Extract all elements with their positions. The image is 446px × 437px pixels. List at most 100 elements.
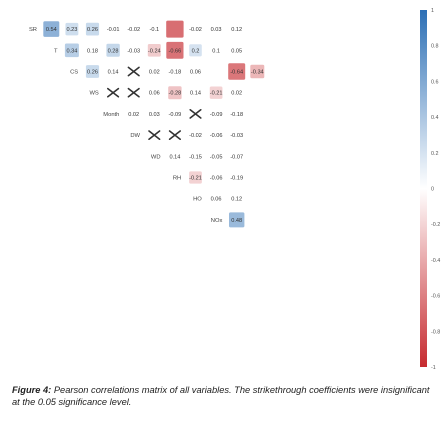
cell-value-label: -0.07 (230, 154, 243, 160)
matrix-cell (127, 66, 140, 77)
cell-value-label: -0.15 (189, 154, 202, 160)
matrix-cell: 0.02 (231, 91, 242, 97)
matrix-cell: 0.26 (85, 22, 100, 36)
matrix-cell: 0.14 (108, 70, 119, 76)
matrix-cell (168, 130, 181, 140)
matrix-cell: -0.09 (169, 112, 182, 118)
matrix-cell: -0.05 (210, 154, 223, 160)
cell-value-label: 0.02 (231, 91, 242, 97)
colorbar-tick-label: -0.4 (431, 258, 440, 264)
cell-value-label: -0.66 (169, 48, 182, 54)
colorbar (420, 10, 427, 367)
figure-caption: Figure 4: Pearson correlations matrix of… (12, 384, 436, 408)
matrix-cell: 0.34 (64, 43, 79, 58)
cell-value-label: -0.09 (210, 112, 223, 118)
caption-text: Pearson correlations matrix of all varia… (12, 385, 430, 407)
matrix-cell: -0.18 (230, 112, 243, 118)
cell-value-label: -0.02 (189, 27, 202, 33)
matrix-cell: -0.66 (166, 41, 184, 59)
cell-value-label: 0.1 (212, 48, 220, 54)
row-label: CS (70, 70, 78, 76)
cell-fill (106, 43, 120, 57)
cell-fill (250, 64, 265, 79)
row-label: WD (151, 154, 161, 160)
cell-value-label: 0.06 (190, 70, 201, 76)
cell-value-label: -0.19 (230, 176, 243, 182)
strikethrough-mark (127, 66, 140, 77)
matrix-cell: 0.06 (211, 197, 222, 203)
cell-fill (64, 43, 79, 58)
matrix-cell: -0.03 (127, 48, 140, 54)
matrix-cell (127, 87, 140, 98)
cell-value-label: 0.18 (87, 48, 98, 54)
cell-fill (147, 44, 161, 57)
cell-fill (168, 86, 182, 100)
cell-value-label: -0.18 (169, 70, 182, 76)
matrix-cell: -0.28 (168, 86, 182, 100)
cell-value-label: -0.01 (107, 27, 120, 33)
cell-value-label: -0.05 (210, 154, 223, 160)
strikethrough-mark (189, 109, 202, 119)
colorbar-tick-label: -0.2 (431, 222, 440, 228)
matrix-cell: 0.2 (189, 44, 202, 57)
colorbar-tick-label: 0.8 (431, 44, 439, 50)
cell-value-label: 0.03 (149, 112, 160, 118)
cell-fill (166, 41, 184, 59)
matrix-cell: 0.1 (212, 48, 220, 54)
cell-value-label: -0.02 (127, 27, 140, 33)
matrix-cell: -0.19 (230, 176, 243, 182)
matrix-cell: -0.02 (127, 27, 140, 33)
cell-value-label: 0.02 (149, 70, 160, 76)
matrix-cell: 0.03 (149, 112, 160, 118)
matrix-cell: 0.06 (149, 91, 160, 97)
strikethrough-mark (148, 130, 161, 140)
cell-value-label: 0.05 (231, 48, 242, 54)
matrix-cell: 0.26 (85, 65, 100, 78)
matrix-cell: 0.28 (106, 43, 120, 57)
matrix-cell (107, 87, 120, 98)
cell-value-label: 0.28 (108, 48, 119, 54)
matrix-cell: -0.06 (210, 176, 223, 182)
colorbar-tick-label: 1 (431, 8, 434, 14)
cell-value-label: 0.12 (231, 27, 242, 33)
matrix-cell: 0.06 (190, 70, 201, 76)
cell-fill (228, 63, 246, 80)
matrix-cell: -0.09 (210, 112, 223, 118)
matrix-cell: -0.07 (230, 154, 243, 160)
cell-value-label: 0.54 (46, 27, 57, 33)
cell-value-label: 0.48 (231, 218, 242, 224)
cell-value-label: 0.14 (190, 91, 201, 97)
cell-value-label: -0.03 (230, 133, 243, 139)
matrix-cell: 0.12 (231, 27, 242, 33)
colorbar-tick-label: 0.6 (431, 79, 439, 85)
cell-value-label: -0.21 (210, 91, 223, 97)
cell-fill (189, 171, 202, 184)
cell-value-label: 0.06 (211, 197, 222, 203)
cell-value-label: -0.18 (230, 112, 243, 118)
cell-value-label: -0.28 (169, 91, 182, 97)
matrix-cell: -0.06 (210, 133, 223, 139)
cell-fill (166, 20, 184, 38)
colorbar-tick-label: 0.4 (431, 115, 439, 121)
matrix-cell (166, 20, 184, 38)
matrix-cell: -0.01 (107, 27, 120, 33)
cell-fill (209, 86, 223, 99)
matrix-cell: -0.18 (169, 70, 182, 76)
cell-value-label: -0.06 (210, 133, 223, 139)
chart-svg: SR 0.54 0.23 0.26 -0.01 -0.02 -0.1 -0.02 0.03 0.1… (29, 8, 440, 371)
cell-value-label: 0.26 (87, 70, 98, 76)
matrix-cell: 0.05 (231, 48, 242, 54)
cell-value-label: 0.34 (66, 48, 77, 54)
colorbar-tick-label: 0 (431, 187, 434, 193)
matrix-cell: 0.48 (229, 212, 245, 228)
matrix-cell: -0.15 (189, 154, 202, 160)
matrix-cell: 0.23 (65, 22, 79, 36)
cell-fill (85, 22, 100, 36)
matrix-cell: 0.14 (190, 91, 201, 97)
matrix-cell: -0.03 (230, 133, 243, 139)
cell-value-label: 0.14 (108, 70, 119, 76)
matrix-cell: -0.64 (228, 63, 246, 80)
cell-value-label: 0.12 (231, 197, 242, 203)
matrix-cell (189, 109, 202, 119)
matrix-cell: -0.21 (189, 171, 202, 184)
